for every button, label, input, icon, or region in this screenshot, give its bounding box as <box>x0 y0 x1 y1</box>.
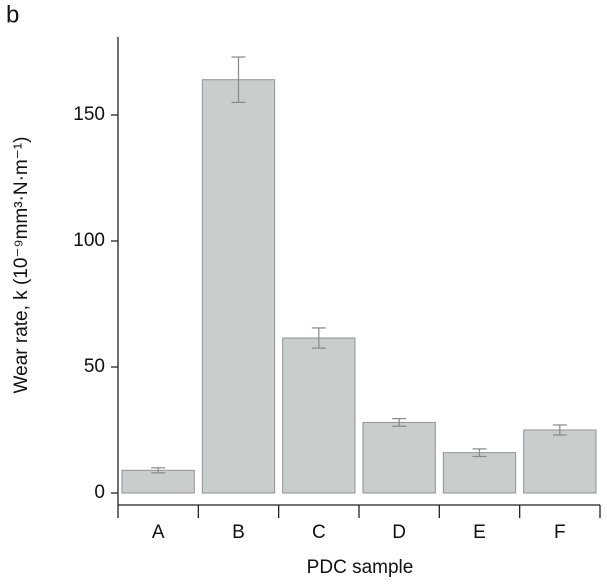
x-tick-label: B <box>232 522 245 543</box>
x-axis-label: PDC sample <box>307 557 414 578</box>
error-bar <box>311 327 326 349</box>
x-tick-label: D <box>392 522 406 543</box>
y-tick-label: 50 <box>84 356 105 377</box>
bar <box>523 429 597 494</box>
error-bar <box>151 467 166 474</box>
error-bar <box>472 448 487 458</box>
bar <box>282 337 356 494</box>
error-bar <box>392 418 407 427</box>
x-tick-label: F <box>554 522 566 543</box>
y-axis-label: Wear rate, k (10⁻⁹mm³·N·m⁻¹) <box>11 137 32 394</box>
y-tick-label: 150 <box>73 104 105 125</box>
bar <box>121 469 195 494</box>
y-tick-label: 100 <box>73 230 105 251</box>
x-tick-label: E <box>473 522 486 543</box>
bar <box>201 79 276 494</box>
error-bar <box>231 56 246 104</box>
y-tick-label: 0 <box>94 482 105 503</box>
panel-label: b <box>6 1 19 28</box>
error-bar <box>552 424 567 436</box>
bar <box>442 452 517 494</box>
x-tick-label: A <box>152 522 165 543</box>
x-tick-label: C <box>312 522 326 543</box>
bar <box>362 421 436 494</box>
